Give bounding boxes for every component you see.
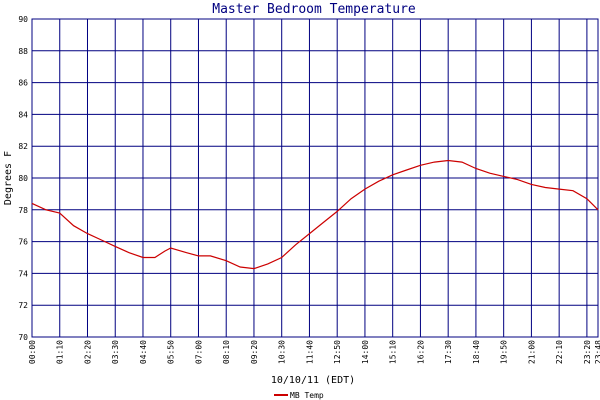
x-tick-label: 04:40 [139,340,148,364]
x-axis-label: 10/10/11 (EDT) [271,375,355,386]
x-tick-label: 10:30 [278,340,287,364]
chart-title: Master Bedroom Temperature [212,2,416,17]
series-line [31,159,599,270]
x-tick-label: 11:40 [305,340,314,364]
x-tick-label: 18:40 [472,340,481,364]
y-tick-labels: 70 72 74 76 78 80 82 84 86 88 90 [18,15,28,342]
y-tick-label: 84 [18,110,28,119]
x-tick-label: 09:20 [250,340,259,364]
x-tick-label: 21:00 [527,340,536,364]
y-tick-label: 76 [18,238,28,247]
x-tick-label: 16:20 [416,340,425,364]
x-tick-label: 23:20 [583,340,592,364]
x-tick-label: 14:00 [361,340,370,364]
y-tick-label: 70 [18,333,28,342]
y-tick-label: 90 [18,15,28,24]
y-tick-label: 72 [18,301,28,310]
x-tick-label: 22:10 [555,340,564,364]
y-tick-label: 82 [18,142,28,151]
y-axis-label: Degrees F [3,151,14,205]
x-tick-label: 12:50 [333,340,342,364]
x-tick-label: 07:00 [194,340,203,364]
x-tick-label: 23:48 [594,340,600,364]
x-tick-label: 02:20 [83,340,92,364]
legend: MB Temp [274,391,324,400]
x-tick-label: 19:50 [500,340,509,364]
x-tick-label: 08:10 [222,340,231,364]
x-tick-label: 05:50 [167,340,176,364]
legend-label: MB Temp [290,391,324,400]
x-tick-label: 15:10 [389,340,398,364]
x-tick-label: 17:30 [444,340,453,364]
x-tick-label: 01:10 [56,340,65,364]
y-tick-label: 80 [18,174,28,183]
y-tick-label: 86 [18,79,28,88]
y-tick-label: 78 [18,206,28,215]
x-tick-label: 03:30 [111,340,120,364]
grid-lines [31,18,599,338]
x-tick-labels: 00:00 01:10 02:20 03:30 04:40 05:50 07:00 08:10… [28,340,600,364]
y-tick-label: 74 [18,269,28,278]
x-tick-label: 00:00 [28,340,37,364]
y-tick-label: 88 [18,47,28,56]
series-layer [31,159,599,270]
